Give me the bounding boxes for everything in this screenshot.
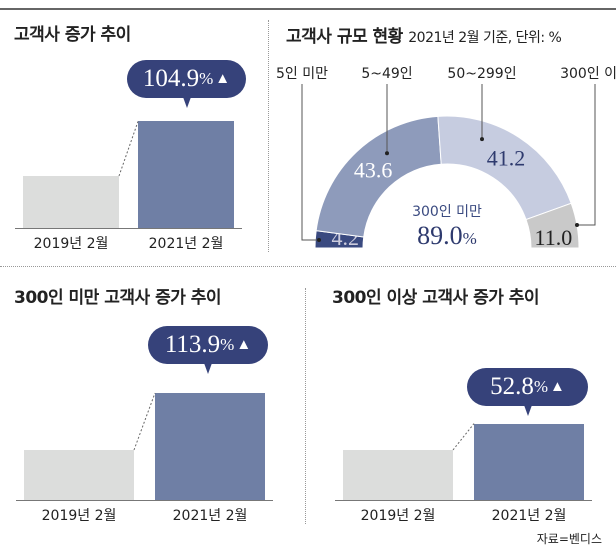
x-tick-label: 2019년 2월	[41, 508, 117, 524]
x-tick-label: 2019년 2월	[360, 508, 436, 524]
panel-title: 300인 미만 고객사 증가 추이	[14, 288, 222, 308]
baseline	[15, 228, 242, 229]
center-value: 89.0%	[417, 221, 477, 250]
bar-2019	[343, 450, 453, 500]
bar-2021	[474, 423, 584, 500]
growth-unit: %	[533, 377, 549, 396]
x-tick-label: 2021년 2월	[491, 508, 567, 524]
leader-dot	[317, 238, 321, 242]
x-tick-label: 2021년 2월	[148, 236, 224, 252]
leader-line	[301, 84, 319, 241]
category-label: 50~299인	[447, 66, 516, 82]
category-label: 300인 이상	[560, 66, 616, 82]
category-label: 5~49인	[361, 66, 412, 82]
center-value-number: 89.0	[417, 221, 463, 250]
bar-2021	[155, 393, 265, 500]
divider-vertical-top	[268, 20, 269, 252]
segment-value-label: 11.0	[535, 225, 573, 250]
top-rule	[0, 8, 616, 10]
growth-value: 113.9	[164, 331, 221, 358]
panel-title: 고객사 증가 추이	[14, 25, 131, 45]
leader-line	[577, 84, 596, 226]
growth-value: 52.8	[490, 373, 534, 400]
segment-value-label: 41.2	[487, 146, 526, 171]
growth-unit: %	[220, 335, 235, 354]
leader-dot	[480, 137, 484, 142]
growth-bubble: 104.9% ▲	[127, 60, 246, 108]
leader-dot	[575, 223, 579, 227]
donut-subtitle: 2021년 2월 기준, 단위: %	[408, 30, 562, 46]
growth-value: 104.9	[142, 65, 200, 92]
segment-value-label: 43.6	[354, 157, 393, 182]
panel-title: 고객사 규모 현황 2021년 2월 기준, 단위: %	[286, 22, 562, 47]
panel-title: 300인 이상 고객사 증가 추이	[332, 288, 540, 308]
leader-dot	[385, 151, 389, 156]
x-tick-label: 2021년 2월	[172, 508, 248, 524]
donut-title: 고객사 규모 현황	[286, 27, 403, 47]
bar-2021	[138, 121, 234, 228]
up-arrow-icon: ▲	[215, 70, 231, 87]
donut-segment	[525, 202, 580, 249]
center-label: 300인 미만	[412, 204, 482, 220]
center-value-unit: %	[463, 229, 477, 248]
source-note: 자료=벤디스	[536, 532, 602, 546]
divider-vertical-bottom	[305, 288, 306, 524]
growth-bubble: 52.8% ▲	[467, 368, 588, 416]
divider-horizontal	[0, 266, 616, 267]
x-tick-label: 2019년 2월	[33, 236, 109, 252]
up-arrow-icon: ▲	[236, 336, 252, 353]
up-arrow-icon: ▲	[550, 378, 565, 395]
bar-2019	[23, 176, 119, 228]
baseline	[335, 500, 592, 501]
baseline	[16, 500, 273, 501]
bar-2019	[24, 450, 134, 500]
growth-bubble: 113.9% ▲	[148, 326, 268, 374]
growth-unit: %	[199, 69, 214, 88]
category-label: 5인 미만	[276, 66, 328, 82]
